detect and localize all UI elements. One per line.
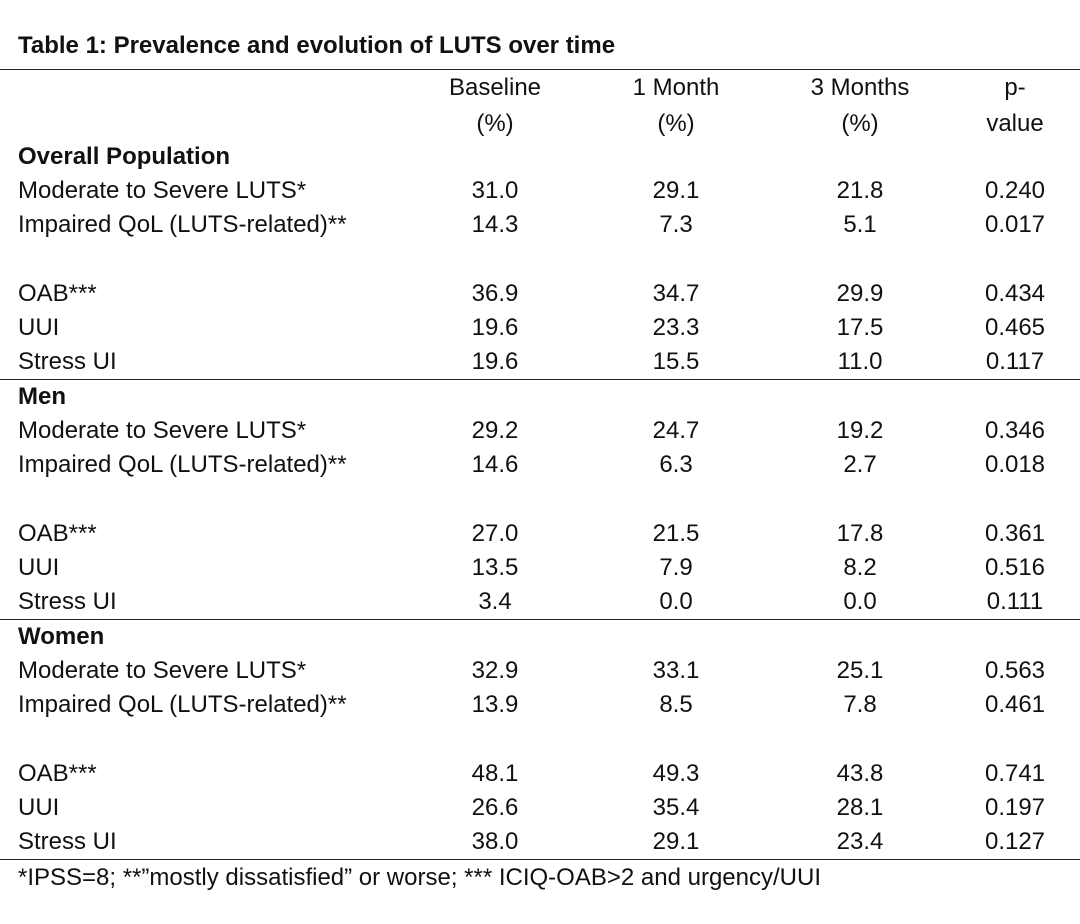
cell-baseline: 13.5: [471, 554, 519, 581]
cell-baseline: 13.9: [471, 691, 519, 718]
row-label: Impaired QoL (LUTS-related)**: [18, 451, 347, 478]
cell-p-value: 0.346: [984, 417, 1046, 444]
cell-p-value: 0.361: [984, 520, 1046, 547]
row-label: Impaired QoL (LUTS-related)**: [18, 691, 347, 718]
cell-3-months: 29.9: [836, 280, 884, 307]
cell-3-months: 8.2: [843, 554, 877, 581]
row-label: OAB***: [18, 760, 97, 787]
column-header-3-months: 3 Months (%): [790, 70, 930, 142]
cell-1-month: 0.0: [659, 588, 693, 615]
column-header-line1: 1 Month: [632, 74, 720, 101]
cell-1-month: 49.3: [652, 760, 700, 787]
cell-1-month: 34.7: [652, 280, 700, 307]
cell-1-month: 29.1: [652, 828, 700, 855]
cell-p-value: 0.461: [984, 691, 1046, 718]
cell-3-months: 25.1: [836, 657, 884, 684]
cell-3-months: 19.2: [836, 417, 884, 444]
column-header-baseline: Baseline (%): [430, 70, 560, 142]
column-header-line2: (%): [657, 110, 695, 137]
cell-1-month: 7.3: [659, 211, 693, 238]
row-label: Moderate to Severe LUTS*: [18, 417, 307, 444]
row-label: UUI: [18, 794, 60, 821]
cell-baseline: 26.6: [471, 794, 519, 821]
cell-baseline: 14.6: [471, 451, 519, 478]
row-label: OAB***: [18, 520, 97, 547]
column-header-line1: Baseline: [448, 74, 542, 101]
row-label: UUI: [18, 314, 60, 341]
top-rule: [0, 69, 1080, 70]
column-header-line2: value: [986, 110, 1044, 137]
row-label: Moderate to Severe LUTS*: [18, 657, 307, 684]
row-label: Moderate to Severe LUTS*: [18, 177, 307, 204]
column-header-line1: p-: [1004, 74, 1026, 101]
cell-baseline: 31.0: [471, 177, 519, 204]
cell-1-month: 35.4: [652, 794, 700, 821]
row-label: UUI: [18, 554, 60, 581]
bottom-rule: [0, 859, 1080, 860]
table-title: Table 1: Prevalence and evolution of LUT…: [18, 32, 616, 59]
cell-baseline: 38.0: [471, 828, 519, 855]
section-divider: [0, 379, 1080, 380]
cell-1-month: 33.1: [652, 657, 700, 684]
cell-3-months: 2.7: [843, 451, 877, 478]
cell-3-months: 7.8: [843, 691, 877, 718]
cell-1-month: 21.5: [652, 520, 700, 547]
cell-1-month: 24.7: [652, 417, 700, 444]
row-label: Stress UI: [18, 588, 117, 615]
row-label: OAB***: [18, 280, 97, 307]
cell-p-value: 0.434: [984, 280, 1046, 307]
cell-p-value: 0.465: [984, 314, 1046, 341]
cell-3-months: 28.1: [836, 794, 884, 821]
cell-p-value: 0.516: [984, 554, 1046, 581]
row-label: Impaired QoL (LUTS-related)**: [18, 211, 347, 238]
cell-1-month: 6.3: [659, 451, 693, 478]
cell-1-month: 8.5: [659, 691, 693, 718]
cell-baseline: 36.9: [471, 280, 519, 307]
cell-p-value: 0.017: [984, 211, 1046, 238]
cell-3-months: 21.8: [836, 177, 884, 204]
section-heading-women: Women: [18, 623, 105, 650]
cell-p-value: 0.563: [984, 657, 1046, 684]
cell-3-months: 43.8: [836, 760, 884, 787]
cell-1-month: 15.5: [652, 348, 700, 375]
cell-p-value: 0.117: [985, 348, 1045, 375]
cell-p-value: 0.240: [984, 177, 1046, 204]
cell-3-months: 23.4: [836, 828, 884, 855]
cell-3-months: 17.5: [836, 314, 884, 341]
cell-p-value: 0.018: [984, 451, 1046, 478]
cell-1-month: 7.9: [659, 554, 693, 581]
cell-p-value: 0.197: [984, 794, 1046, 821]
cell-baseline: 27.0: [471, 520, 519, 547]
section-divider: [0, 619, 1080, 620]
cell-3-months: 11.0: [837, 348, 883, 375]
column-header-line1: 3 Months: [810, 74, 910, 101]
section-heading-men: Men: [18, 383, 66, 410]
cell-3-months: 17.8: [836, 520, 884, 547]
cell-baseline: 14.3: [471, 211, 519, 238]
cell-1-month: 23.3: [652, 314, 700, 341]
cell-baseline: 19.6: [471, 348, 519, 375]
row-label: Stress UI: [18, 828, 117, 855]
cell-p-value: 0.741: [984, 760, 1046, 787]
cell-baseline: 29.2: [471, 417, 519, 444]
row-label: Stress UI: [18, 348, 117, 375]
cell-1-month: 29.1: [652, 177, 700, 204]
column-header-1-month: 1 Month (%): [612, 70, 740, 142]
cell-baseline: 19.6: [471, 314, 519, 341]
cell-p-value: 0.111: [986, 588, 1044, 615]
column-header-line2: (%): [841, 110, 879, 137]
column-header-line2: (%): [476, 110, 514, 137]
table-footnote: *IPSS=8; **”mostly dissatisfied” or wors…: [18, 864, 821, 891]
cell-baseline: 48.1: [471, 760, 519, 787]
cell-baseline: 3.4: [478, 588, 512, 615]
cell-3-months: 5.1: [843, 211, 877, 238]
cell-baseline: 32.9: [471, 657, 519, 684]
cell-p-value: 0.127: [984, 828, 1046, 855]
column-header-p-value: p- value: [960, 70, 1070, 142]
cell-3-months: 0.0: [843, 588, 877, 615]
section-heading-overall: Overall Population: [18, 143, 231, 170]
